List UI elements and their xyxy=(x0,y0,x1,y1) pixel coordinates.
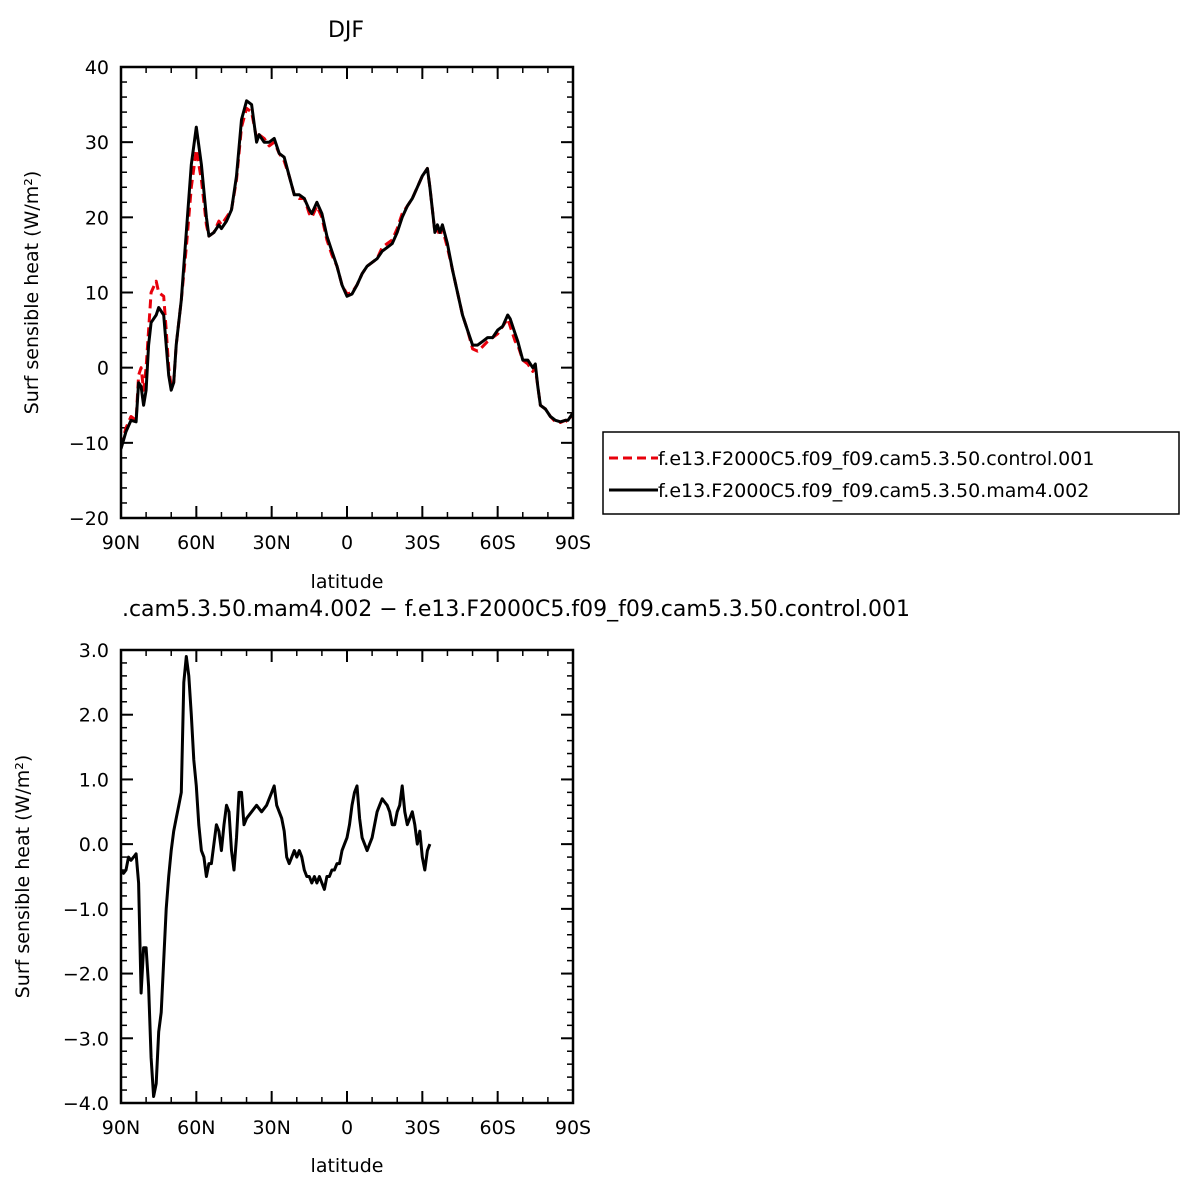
chart2-xtick-label: 30N xyxy=(252,1117,290,1139)
chart1-xtick-label: 60S xyxy=(480,532,516,554)
chart1-ytick-label: 40 xyxy=(85,57,109,79)
chart1-series-line-1 xyxy=(121,106,573,447)
chart1-xtick-label: 60N xyxy=(177,532,215,554)
chart2-xlabel: latitude xyxy=(311,1155,384,1177)
chart2-xtick-label: 90N xyxy=(102,1117,140,1139)
chart2-ytick-label: 2.0 xyxy=(79,705,109,727)
chart2-xtick-label: 30S xyxy=(404,1117,440,1139)
chart2-xtick-label: 0 xyxy=(341,1117,353,1139)
chart1-legend-label-1: f.e13.F2000C5.f09_f09.cam5.3.50.control.… xyxy=(658,448,1094,470)
chart2-plot-frame xyxy=(119,648,575,1105)
chart1-xlabel: latitude xyxy=(311,571,384,593)
chart1-series-line-2 xyxy=(121,99,573,450)
chart1-ytick-label: 10 xyxy=(85,283,109,305)
chart1-plot-frame xyxy=(119,65,575,520)
chart1-xtick-label: 90S xyxy=(555,532,591,554)
chart1-xtick-label: 0 xyxy=(341,532,353,554)
chart1-ytick-label: 20 xyxy=(85,207,109,229)
chart1-ytick-label: 30 xyxy=(85,132,109,154)
chart1-legend-label-2: f.e13.F2000C5.f09_f09.cam5.3.50.mam4.002 xyxy=(658,480,1089,502)
chart1-xtick-label: 90N xyxy=(102,532,140,554)
chart2-ytick-label: −2.0 xyxy=(63,964,109,986)
chart2-ytick-label: −1.0 xyxy=(63,899,109,921)
chart2-title: .cam5.3.50.mam4.002 − f.e13.F2000C5.f09_… xyxy=(122,597,910,622)
chart2-ylabel: Surf sensible heat (W/m²) xyxy=(12,755,34,999)
chart2-series-line-1 xyxy=(121,655,432,1098)
chart1-xtick-label: 30N xyxy=(252,532,290,554)
chart2-ytick-label: 3.0 xyxy=(79,640,109,662)
chart1-title: DJF xyxy=(328,18,364,43)
chart2-xtick-label: 60N xyxy=(177,1117,215,1139)
chart1-ytick-label: 0 xyxy=(97,358,109,380)
chart2-xtick-label: 60S xyxy=(480,1117,516,1139)
chart2-ytick-label: −3.0 xyxy=(63,1028,109,1050)
chart2-ytick-label: 0.0 xyxy=(79,834,109,856)
chart2-ytick-label: −4.0 xyxy=(63,1093,109,1115)
chart1-ytick-label: −20 xyxy=(69,508,109,530)
chart1-xtick-label: 30S xyxy=(404,532,440,554)
chart1-ytick-label: −10 xyxy=(69,433,109,455)
chart2-ytick-label: 1.0 xyxy=(79,769,109,791)
chart1-ylabel: Surf sensible heat (W/m²) xyxy=(21,171,43,415)
chart1-legend-box xyxy=(602,431,1180,515)
chart2-xtick-label: 90S xyxy=(555,1117,591,1139)
